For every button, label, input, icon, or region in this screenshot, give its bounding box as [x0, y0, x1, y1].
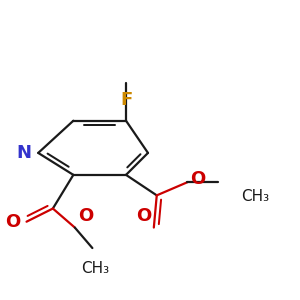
Text: F: F: [120, 92, 132, 110]
Text: O: O: [136, 207, 151, 225]
Text: O: O: [190, 170, 206, 188]
Text: O: O: [5, 213, 21, 231]
Text: O: O: [78, 207, 93, 225]
Text: CH₃: CH₃: [242, 189, 270, 204]
Text: N: N: [16, 144, 31, 162]
Text: CH₃: CH₃: [81, 261, 110, 276]
